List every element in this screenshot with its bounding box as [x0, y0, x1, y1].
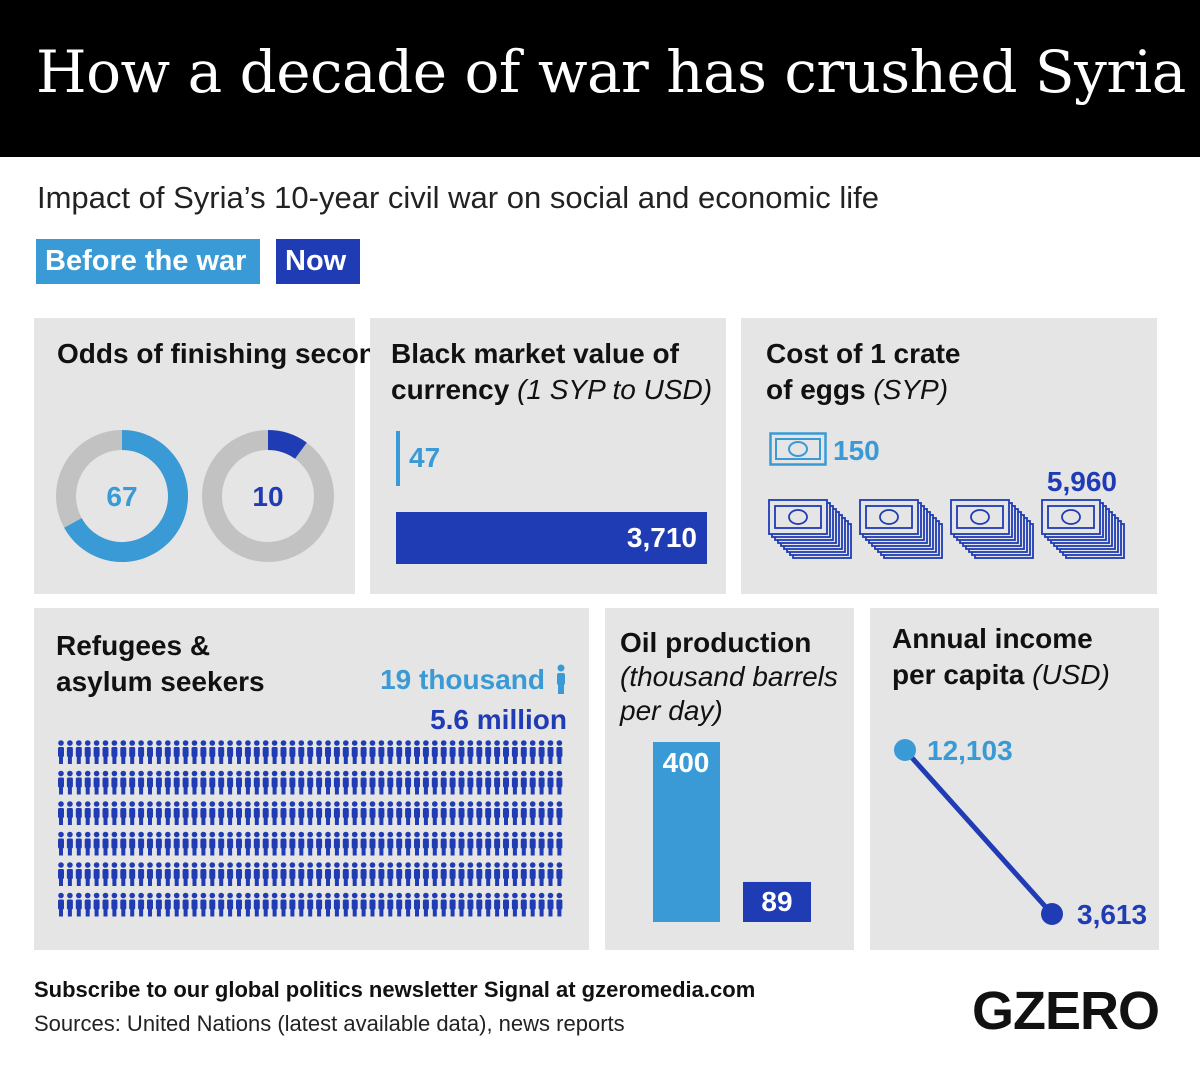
- people-row: [58, 770, 563, 795]
- panel-income: Annual income per capita (USD) 12,103 3,6…: [870, 608, 1159, 950]
- currency-title-unit: (1 SYP to USD): [517, 374, 713, 405]
- banknote-stack: [950, 499, 1034, 559]
- refugees-title-line1: Refugees &: [56, 630, 211, 661]
- oil-bar-chart: 400 89: [653, 742, 811, 922]
- panel-refugees: Refugees & asylum seekers 19 thousand 5.…: [34, 608, 589, 950]
- panel-oil: Oil production (thousand barrels per day…: [605, 608, 854, 950]
- currency-title-line1: Black market value of: [391, 338, 679, 369]
- oil-bar-now: [743, 881, 811, 922]
- oil-title-unit1: (thousand barrels: [620, 661, 838, 692]
- sources-text: Sources: United Nations (latest availabl…: [34, 1011, 625, 1036]
- people-row: [58, 892, 563, 917]
- donut-arc-before: [64, 430, 188, 562]
- page-title: How a decade of war has crushed Syria: [36, 38, 1186, 106]
- legend-before: Before the war: [36, 239, 260, 284]
- income-point-now: [1041, 903, 1063, 925]
- oil-title: Oil production (thousand barrels per day…: [620, 626, 838, 728]
- eggs-title-line2: of eggs: [766, 374, 866, 405]
- oil-title-main: Oil production: [620, 627, 812, 658]
- currency-bar-now: [396, 512, 707, 564]
- donut-label-before: 67: [106, 481, 137, 512]
- oil-bar-before: [653, 742, 720, 922]
- subscribe-text: Subscribe to our global politics newslet…: [34, 977, 756, 1002]
- income-label-now: 3,613: [1077, 899, 1147, 930]
- eggs-label-before: 150: [833, 435, 880, 466]
- currency-label-now: 3,710: [626, 522, 697, 553]
- income-point-before: [894, 739, 916, 761]
- banknote-icon: [769, 432, 827, 466]
- donut-arc-now: [267, 430, 307, 460]
- currency-title-line2: currency: [391, 374, 510, 405]
- income-line-chart: 12,103 3,613: [894, 735, 1147, 930]
- income-title: Annual income per capita (USD): [892, 621, 1110, 693]
- income-line: [903, 748, 1054, 916]
- oil-label-now: 89: [761, 886, 792, 917]
- income-label-before: 12,103: [927, 735, 1013, 766]
- refugees-title: Refugees & asylum seekers: [56, 628, 265, 700]
- gzero-logo: GZERO: [972, 981, 1160, 1041]
- banknote-stack: [768, 499, 852, 559]
- legend-now: Now: [276, 239, 360, 284]
- people-row: [58, 862, 563, 886]
- eggs-title-line1: Cost of 1 crate: [766, 338, 961, 369]
- currency-title: Black market value of currency (1 SYP to…: [391, 336, 712, 408]
- income-title-line1: Annual income: [892, 623, 1093, 654]
- panel-currency: Black market value of currency (1 SYP to…: [370, 318, 726, 594]
- eggs-title-unit: (SYP): [873, 374, 949, 405]
- income-title-unit: (USD): [1032, 659, 1110, 690]
- income-title-line2: per capita: [892, 659, 1025, 690]
- currency-bar-before: [396, 431, 400, 486]
- eggs-label-now: 5,960: [1046, 466, 1117, 497]
- people-row: [58, 740, 563, 764]
- eggs-banknote-stacks: [768, 499, 1125, 559]
- refugees-label-before: 19 thousand: [380, 664, 545, 695]
- eggs-title: Cost of 1 crate of eggs (SYP): [766, 336, 961, 408]
- refugees-title-line2: asylum seekers: [56, 666, 265, 697]
- currency-label-before: 47: [409, 442, 441, 473]
- header-bar: How a decade of war has crushed Syria: [0, 0, 1200, 157]
- banknote-stack: [1041, 499, 1125, 559]
- refugees-label-now: 5.6 million: [430, 704, 567, 735]
- panel-school: Odds of finishing secondary school 67 10: [34, 318, 533, 594]
- banknote-stack: [859, 499, 943, 559]
- person-icon: [557, 664, 565, 694]
- people-row: [58, 801, 563, 825]
- people-row: [58, 831, 563, 856]
- school-donut-chart: 67 10: [56, 430, 334, 562]
- donut-label-now: 10: [252, 481, 283, 512]
- refugees-people-grid: [58, 740, 563, 917]
- panel-eggs: Cost of 1 crate of eggs (SYP) 150 5,960: [741, 318, 1157, 594]
- subtitle: Impact of Syria’s 10-year civil war on s…: [37, 180, 879, 215]
- oil-title-unit2: per day): [620, 695, 723, 726]
- oil-label-before: 400: [663, 747, 710, 778]
